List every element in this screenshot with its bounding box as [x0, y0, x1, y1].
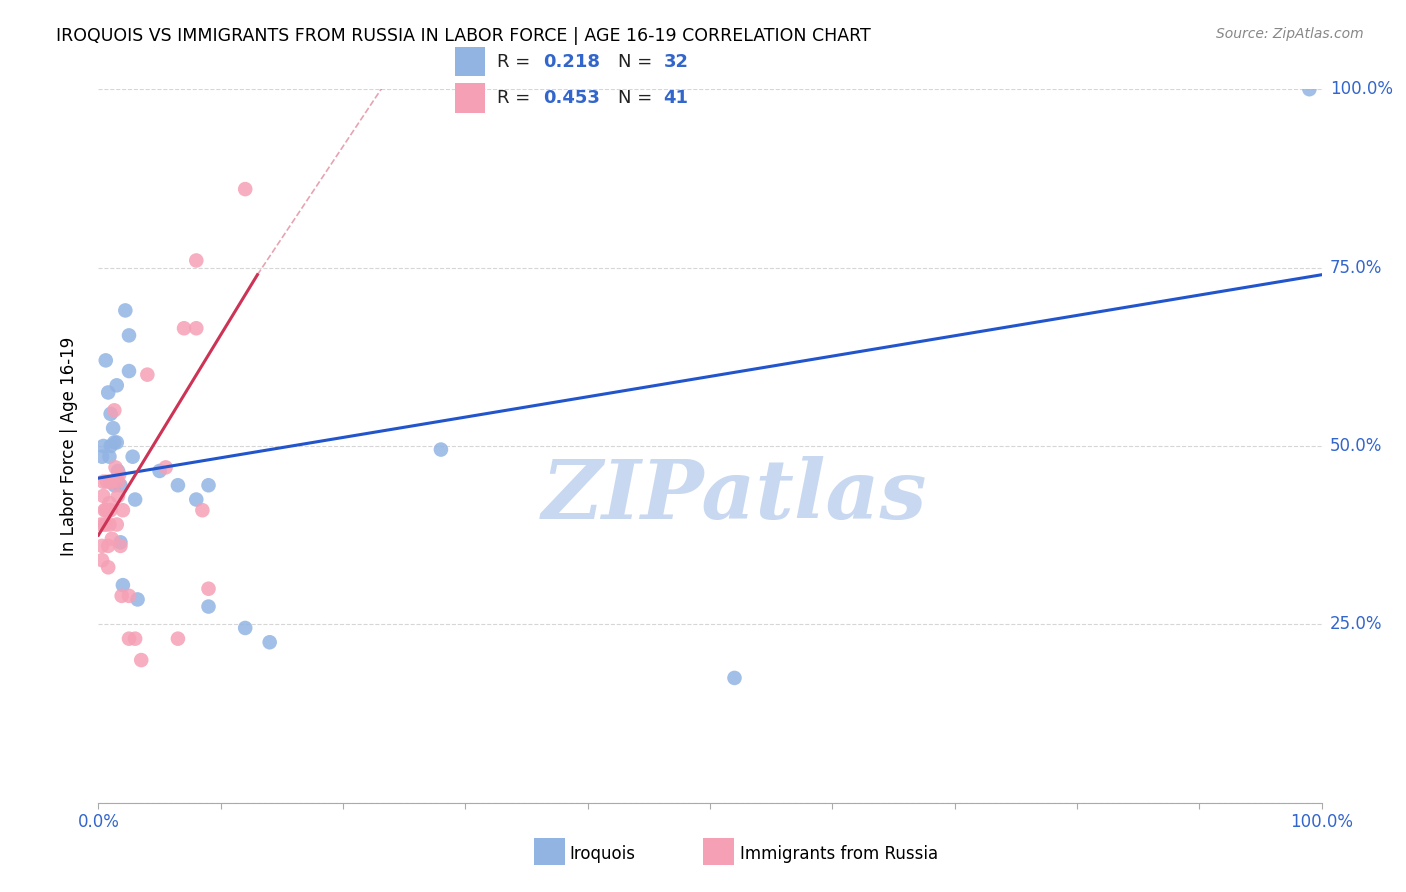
- Point: [430, 442, 453, 457]
- Point: [105, 517, 128, 532]
- FancyBboxPatch shape: [456, 46, 485, 77]
- Point: [167, 632, 190, 646]
- Point: [167, 478, 190, 492]
- Text: 25.0%: 25.0%: [1330, 615, 1382, 633]
- Text: 0.218: 0.218: [543, 53, 599, 70]
- Point: [101, 532, 124, 546]
- Text: Iroquois: Iroquois: [569, 845, 636, 863]
- Text: 0.453: 0.453: [543, 89, 599, 107]
- Point: [105, 435, 128, 450]
- Point: [197, 582, 219, 596]
- Point: [129, 653, 152, 667]
- Point: [96, 503, 118, 517]
- Point: [723, 671, 745, 685]
- Point: [149, 464, 172, 478]
- Point: [124, 492, 146, 507]
- Point: [107, 464, 129, 478]
- Text: IROQUOIS VS IMMIGRANTS FROM RUSSIA IN LABOR FORCE | AGE 16-19 CORRELATION CHART: IROQUOIS VS IMMIGRANTS FROM RUSSIA IN LA…: [56, 27, 870, 45]
- Text: N =: N =: [619, 89, 658, 107]
- Point: [94, 503, 117, 517]
- Point: [186, 321, 208, 335]
- Point: [110, 478, 132, 492]
- Point: [118, 364, 141, 378]
- Point: [101, 475, 124, 489]
- Point: [93, 503, 115, 517]
- Point: [91, 489, 114, 503]
- Point: [111, 589, 134, 603]
- Point: [124, 632, 146, 646]
- Point: [91, 475, 114, 489]
- Point: [121, 450, 143, 464]
- Point: [155, 460, 177, 475]
- FancyBboxPatch shape: [456, 83, 485, 112]
- Text: 41: 41: [664, 89, 689, 107]
- Point: [233, 621, 256, 635]
- Point: [110, 539, 132, 553]
- Point: [259, 635, 281, 649]
- Text: 100.0%: 100.0%: [1330, 80, 1393, 98]
- Point: [107, 489, 129, 503]
- Point: [127, 592, 149, 607]
- Point: [104, 460, 127, 475]
- Point: [197, 478, 219, 492]
- Point: [91, 450, 114, 464]
- Point: [100, 475, 122, 489]
- Point: [103, 403, 125, 417]
- Text: N =: N =: [619, 53, 658, 70]
- Text: Source: ZipAtlas.com: Source: ZipAtlas.com: [1216, 27, 1364, 41]
- Point: [91, 439, 114, 453]
- Point: [100, 439, 122, 453]
- Point: [110, 535, 132, 549]
- Point: [111, 503, 134, 517]
- Text: 32: 32: [664, 53, 689, 70]
- Point: [186, 492, 208, 507]
- Point: [94, 353, 117, 368]
- Point: [118, 589, 141, 603]
- Text: R =: R =: [498, 53, 536, 70]
- Point: [91, 539, 114, 553]
- Point: [97, 385, 120, 400]
- Point: [103, 478, 125, 492]
- Point: [136, 368, 159, 382]
- Point: [97, 560, 120, 574]
- Text: 50.0%: 50.0%: [1330, 437, 1382, 455]
- Point: [111, 578, 134, 592]
- Point: [233, 182, 256, 196]
- Point: [186, 253, 208, 268]
- Point: [100, 407, 122, 421]
- Text: ZIPatlas: ZIPatlas: [541, 456, 927, 536]
- Point: [101, 421, 124, 435]
- Text: 75.0%: 75.0%: [1330, 259, 1382, 277]
- Point: [91, 553, 114, 567]
- Point: [197, 599, 219, 614]
- Point: [108, 467, 131, 482]
- Point: [173, 321, 195, 335]
- Point: [98, 517, 121, 532]
- Point: [103, 435, 125, 450]
- Point: [191, 503, 214, 517]
- Point: [118, 632, 141, 646]
- Point: [1298, 82, 1320, 96]
- Text: Immigrants from Russia: Immigrants from Russia: [740, 845, 938, 863]
- Point: [93, 517, 115, 532]
- Point: [105, 378, 128, 392]
- Point: [97, 539, 120, 553]
- Point: [118, 328, 141, 343]
- Point: [90, 517, 112, 532]
- Point: [96, 475, 118, 489]
- Point: [98, 496, 121, 510]
- Text: R =: R =: [498, 89, 536, 107]
- Point: [98, 450, 121, 464]
- Point: [114, 303, 136, 318]
- Point: [100, 503, 122, 517]
- Point: [94, 517, 117, 532]
- Point: [107, 475, 129, 489]
- Y-axis label: In Labor Force | Age 16-19: In Labor Force | Age 16-19: [59, 336, 77, 556]
